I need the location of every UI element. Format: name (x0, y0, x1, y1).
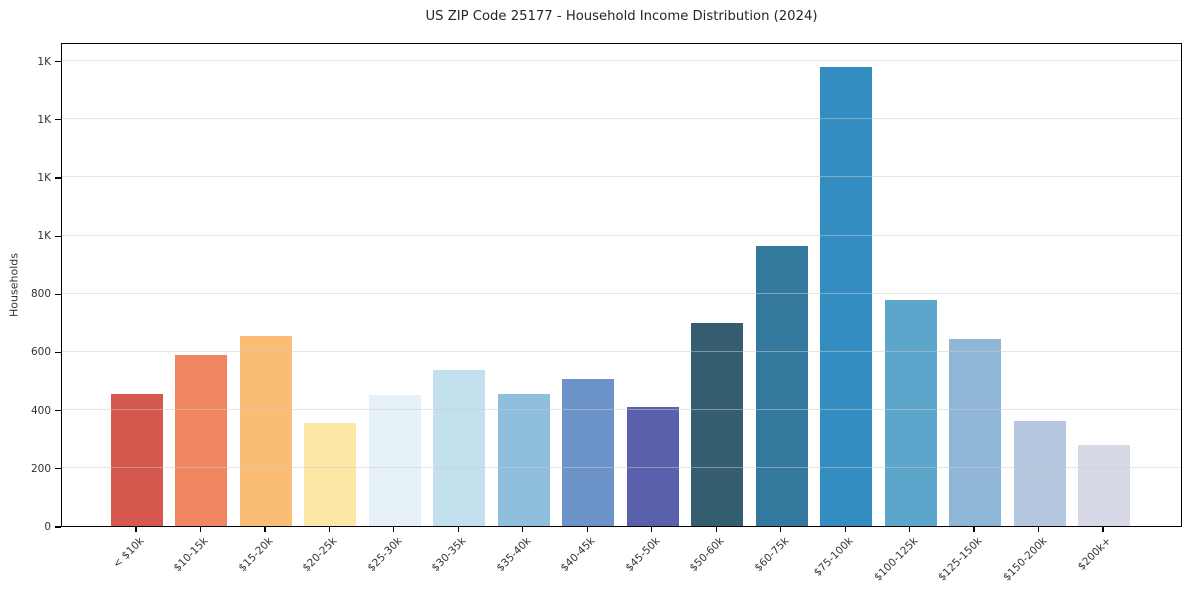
x-tick-mark (909, 527, 911, 532)
bar-$45-50k (626, 407, 679, 526)
y-tick-mark (55, 177, 61, 179)
x-tick-label: $150-200k (1000, 535, 1050, 584)
bar-$150-200k (1013, 421, 1066, 526)
x-tick-mark (393, 527, 395, 532)
x-tick-mark (522, 527, 524, 532)
bar-$60-75k (755, 245, 808, 526)
x-tick-label: $125-150k (936, 535, 985, 584)
bar-$20-25k (304, 423, 357, 526)
x-tick-mark (973, 527, 975, 532)
bar-< $10k (111, 393, 163, 526)
gridline (62, 234, 1181, 236)
y-axis-label: Households (7, 253, 21, 317)
x-tick-label: $15-20k (236, 535, 276, 575)
x-tick-label: $30-35k (429, 535, 469, 575)
x-tick-label: $20-25k (300, 535, 340, 575)
gridline (62, 176, 1181, 178)
x-tick-label: $45-50k (623, 535, 663, 575)
gridline (62, 409, 1181, 411)
x-tick-mark (264, 527, 266, 532)
y-tick-mark (55, 293, 61, 295)
x-tick-label: $75-100k (811, 535, 856, 579)
x-tick-label: $40-45k (558, 535, 598, 575)
y-tick-mark (55, 119, 61, 121)
x-tick-mark (199, 527, 202, 532)
x-tick-label: $10-15k (171, 535, 211, 575)
x-tick-mark (135, 527, 137, 532)
x-tick-mark (844, 527, 846, 532)
y-tick-mark (55, 526, 61, 528)
y-tick-label: 800 (30, 288, 51, 301)
x-tick-label: $200k+ (1075, 535, 1114, 573)
gridline (62, 350, 1181, 352)
x-tick-label: $100-125k (871, 535, 921, 584)
y-tick-label: 1K (37, 113, 51, 126)
bar-$100-125k (884, 300, 937, 526)
bar-$10-15k (175, 354, 228, 526)
bar-$125-150k (949, 338, 1002, 526)
y-tick-label: 200 (30, 462, 51, 475)
x-tick-mark (328, 527, 330, 532)
gridline (62, 292, 1181, 294)
bar-$15-20k (239, 336, 292, 526)
x-tick-mark (1102, 527, 1104, 532)
y-tick-label: 600 (30, 346, 51, 359)
y-tick-label: 1K (37, 230, 51, 243)
x-tick-mark (457, 527, 459, 532)
bar-$35-40k (497, 393, 550, 526)
gridline (62, 60, 1181, 62)
x-tick-label: < $10k (110, 535, 147, 571)
y-tick-mark (55, 410, 61, 412)
y-tick-label: 0 (44, 521, 51, 533)
x-tick-label: $35-40k (494, 535, 534, 575)
bar-$75-100k (820, 67, 873, 526)
y-tick-mark (55, 61, 61, 63)
bar-$25-30k (368, 394, 421, 526)
y-tick-mark (55, 235, 61, 237)
bar-$40-45k (562, 379, 615, 526)
plot-area (61, 43, 1182, 527)
y-tick-mark (55, 468, 61, 470)
chart-title: US ZIP Code 25177 - Household Income Dis… (425, 9, 818, 24)
x-tick-label: $50-60k (687, 535, 727, 575)
x-tick-label: $25-30k (365, 535, 405, 575)
gridline (62, 467, 1181, 469)
x-tick-mark (780, 527, 782, 532)
y-tick-label: 1K (37, 171, 51, 184)
y-tick-mark (55, 351, 61, 354)
x-tick-mark (1037, 527, 1040, 532)
bar-$30-35k (433, 370, 486, 526)
y-tick-label: 1K (37, 55, 51, 68)
x-tick-mark (586, 527, 588, 532)
y-tick-label: 400 (30, 404, 51, 417)
bar-$200k+ (1078, 444, 1130, 526)
x-tick-mark (651, 527, 653, 532)
x-tick-label: $60-75k (752, 535, 792, 575)
gridline (62, 118, 1181, 120)
bar-$50-60k (691, 322, 744, 526)
x-tick-mark (715, 527, 717, 532)
